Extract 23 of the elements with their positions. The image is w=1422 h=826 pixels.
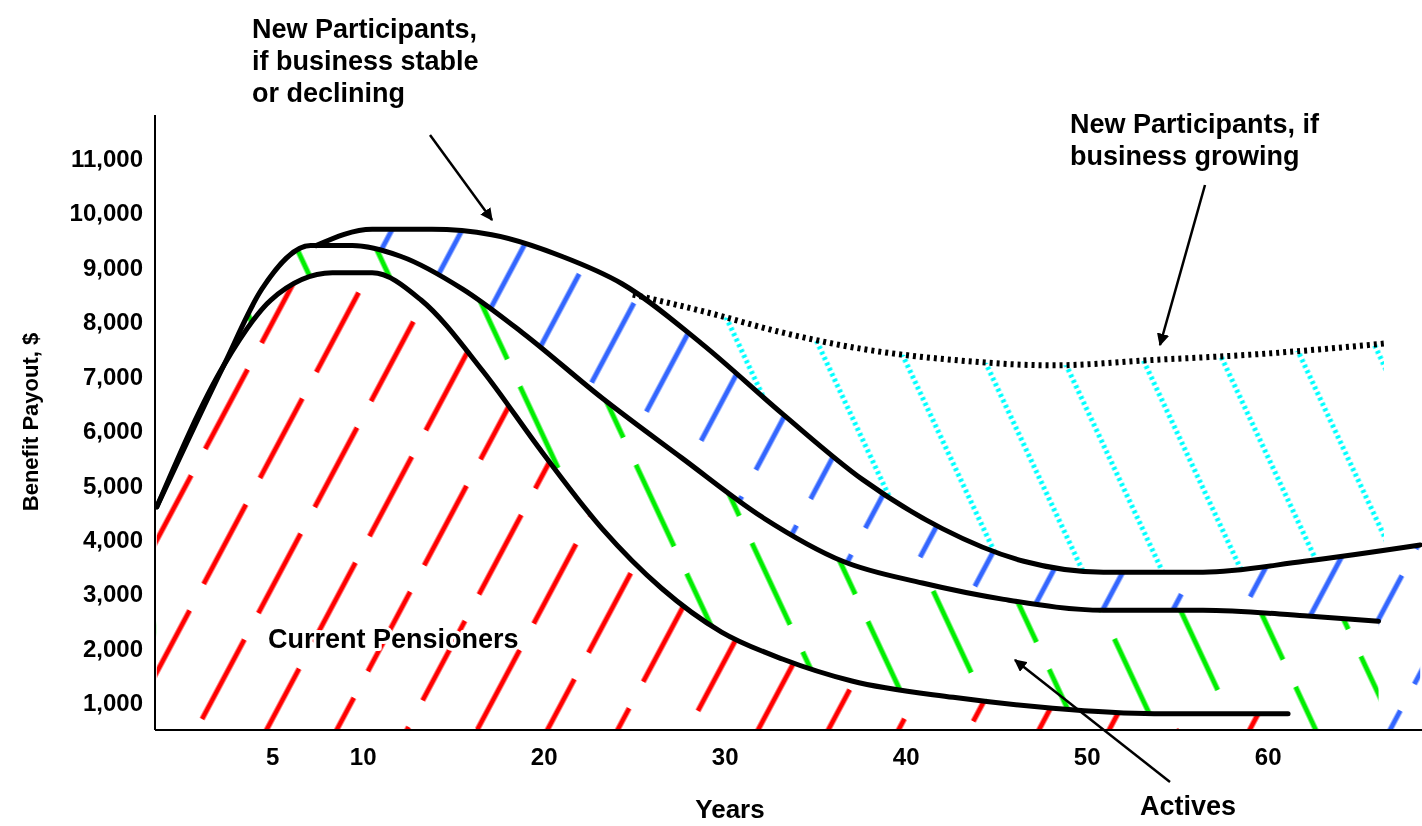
y-tick-label: 10,000: [69, 199, 143, 227]
x-tick-label: 20: [530, 743, 558, 770]
y-tick-label: 11,000: [70, 145, 143, 173]
x-tick-label: 50: [1073, 743, 1101, 770]
y-tick-label: 3,000: [82, 580, 143, 608]
x-tick-label: 60: [1254, 743, 1282, 770]
y-tick-label: 6,000: [82, 417, 143, 445]
x-tick-label: 40: [892, 743, 920, 770]
text: Actives: [1140, 791, 1237, 821]
y-tick-label: 2,000: [82, 634, 143, 662]
x-axis-title: Years: [695, 794, 765, 824]
x-tick-label: 30: [711, 743, 739, 770]
x-tick-label: 10: [349, 743, 377, 770]
x-tick-label: 5: [265, 743, 280, 770]
y-tick-label: 5,000: [82, 471, 143, 499]
y-axis-title: Benefit Payout, $: [18, 332, 43, 512]
y-tick-label: 7,000: [82, 362, 143, 390]
text: New Participants, if business stable or declining: [252, 14, 479, 108]
annotation: New Participants, if business growing: [1070, 109, 1321, 171]
y-tick-label: 9,000: [82, 253, 143, 281]
y-tick-label: 1,000: [82, 689, 143, 717]
y-tick-label: 8,000: [82, 308, 143, 336]
y-tick-label: 4,000: [82, 526, 143, 554]
